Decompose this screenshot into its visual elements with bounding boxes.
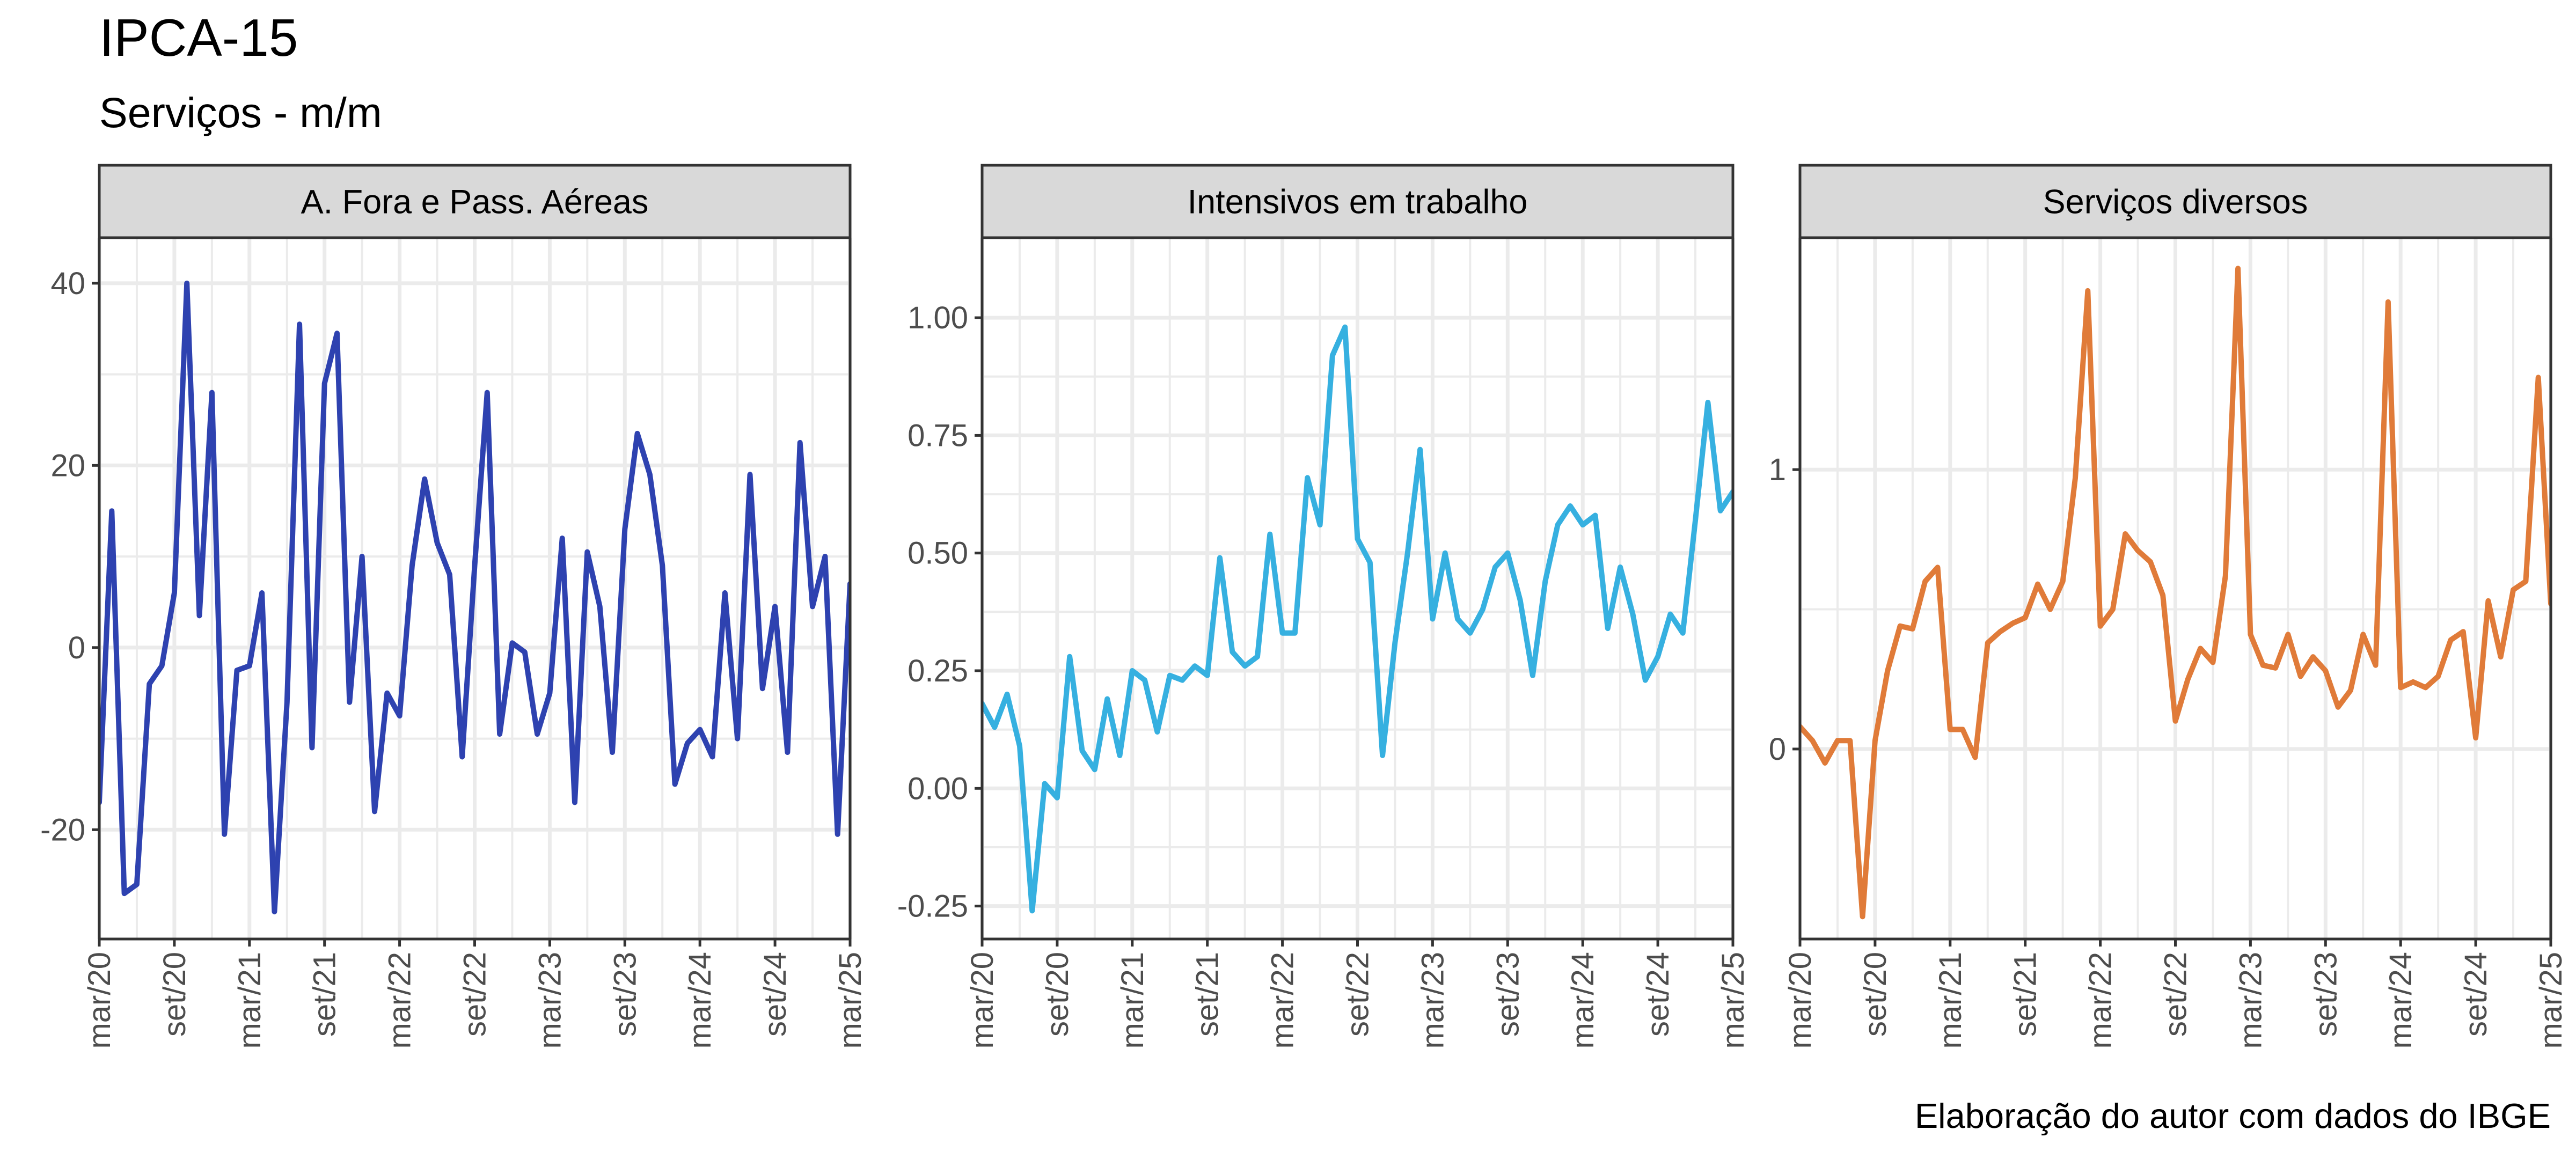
y-tick-label: -20 [40,812,85,847]
x-tick-label: mar/21 [232,952,267,1049]
facet-strip-label: Serviços diversos [2043,184,2308,221]
x-tick-label: set/22 [458,952,493,1037]
x-tick-label: mar/23 [2233,952,2268,1049]
y-tick-label: 20 [50,448,85,483]
x-tick-label: mar/24 [2383,952,2418,1049]
x-tick-label: mar/25 [833,952,868,1049]
y-tick-label: 0.50 [908,536,968,571]
x-tick-label: set/21 [1190,952,1225,1037]
x-tick-label: set/24 [758,952,793,1037]
x-tick-label: set/20 [1858,952,1893,1037]
facet-panels: mar/20 set/20 mar/21 set/21 mar/22 set/22 mar/… [40,164,2568,1049]
x-tick-label: set/20 [157,952,192,1037]
x-tick-label: set/23 [1490,952,1525,1037]
facet-strip [98,164,852,239]
x-tick-label: set/21 [2008,952,2043,1037]
x-tick-label: mar/20 [1783,952,1818,1049]
x-tick-label: set/21 [308,952,342,1037]
y-tick-label: -0.25 [897,889,968,924]
x-tick-label: mar/22 [1265,952,1300,1049]
x-tick-label: mar/22 [2083,952,2118,1049]
x-tick-label: mar/23 [532,952,567,1049]
x-tick-label: mar/20 [965,952,1000,1049]
y-tick-label: 1 [1769,452,1786,487]
chart-subtitle: Serviços - m/m [99,89,382,136]
x-tick-label: mar/25 [2534,952,2568,1049]
x-tick-label: set/23 [608,952,642,1037]
x-tick-label: set/22 [2158,952,2193,1037]
y-tick-label: 40 [50,266,85,301]
facet-strip [1798,164,2552,239]
x-tick-label: mar/21 [1115,952,1150,1049]
x-tick-label: set/20 [1040,952,1075,1037]
series-line [99,280,850,915]
x-tick-label: set/22 [1341,952,1375,1037]
y-tick-label: 0.25 [908,654,968,688]
facet-strip-label: Intensivos em trabalho [1188,184,1528,221]
facet-strip [980,164,1735,239]
facet-panel: mar/20 set/20 mar/21 set/21 mar/22 set/22 mar/… [40,164,868,1049]
y-tick-label: 1.00 [908,300,968,335]
y-tick-label: 0.00 [908,771,968,806]
x-tick-label: mar/24 [1565,952,1600,1049]
series-line [982,324,1733,914]
x-tick-label: set/24 [2458,952,2493,1037]
y-tick-label: 0.75 [908,418,968,453]
facet-panel: mar/20 set/20 mar/21 set/21 mar/22 set/22 mar/… [897,164,1751,1049]
series-line [1800,266,2551,920]
facet-strip-label: A. Fora e Pass. Aéreas [301,184,649,221]
y-tick-label: 0 [1769,732,1786,767]
x-tick-label: mar/23 [1415,952,1450,1049]
x-tick-label: mar/20 [82,952,117,1049]
x-tick-label: mar/22 [383,952,418,1049]
chart-title: IPCA-15 [99,8,298,67]
chart-caption: Elaboração do autor com dados do IBGE [1915,1096,2551,1135]
x-tick-label: mar/25 [1716,952,1751,1049]
y-tick-label: 0 [68,630,85,665]
facet-panel: mar/20 set/20 mar/21 set/21 mar/22 set/22 mar/… [1769,164,2568,1049]
x-tick-label: set/24 [1641,952,1675,1037]
x-tick-label: mar/21 [1933,952,1968,1049]
x-tick-label: mar/24 [683,952,718,1049]
x-tick-label: set/23 [2308,952,2343,1037]
